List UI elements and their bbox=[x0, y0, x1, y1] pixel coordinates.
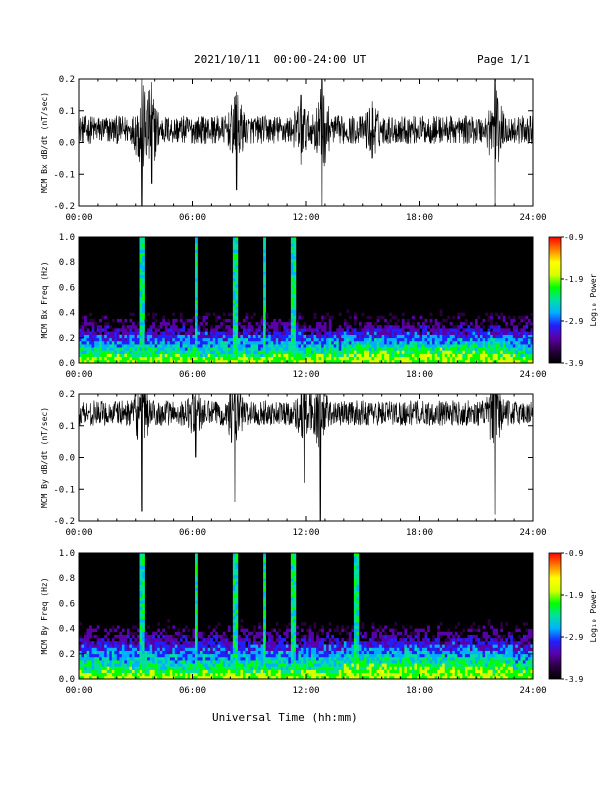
date-range-title: 2021/10/11 00:00-24:00 UT bbox=[194, 53, 367, 66]
colorbar-tick-label: -0.9 bbox=[564, 233, 583, 242]
x-tick-label: 24:00 bbox=[519, 686, 546, 696]
x-tick-label: 24:00 bbox=[519, 370, 546, 380]
colorbar bbox=[548, 552, 562, 680]
x-tick-label: 06:00 bbox=[179, 528, 206, 538]
y-tick-label: 0.8 bbox=[59, 574, 75, 584]
y-tick-label: 0.4 bbox=[59, 309, 75, 319]
y-tick-label: 0.0 bbox=[59, 139, 75, 149]
y-tick-label: 0.2 bbox=[59, 334, 75, 344]
y-axis-label: MCM Bx dB/dt (nT/sec) bbox=[40, 92, 49, 193]
colorbar-tick-label: -3.9 bbox=[564, 359, 583, 368]
panel-bx-spectrogram: -0.9 -1.9 -2.9 -3.9 Log₁₀ Power 00:00 06:00 12:… bbox=[40, 233, 598, 380]
colorbar-tick-label: -1.9 bbox=[564, 275, 583, 284]
y-tick-label: -0.1 bbox=[53, 170, 75, 180]
x-tick-label: 24:00 bbox=[519, 213, 546, 223]
colorbar-tick-label: -2.9 bbox=[564, 317, 583, 326]
y-tick-label: 0.0 bbox=[59, 359, 75, 369]
colorbar-tick-label: -2.9 bbox=[564, 633, 583, 642]
x-tick-label: 06:00 bbox=[179, 213, 206, 223]
colorbar-label: Log₁₀ Power bbox=[589, 273, 598, 326]
x-tick-label: 00:00 bbox=[65, 686, 92, 696]
colorbar-tick-label: -3.9 bbox=[564, 675, 583, 684]
x-tick-label: 12:00 bbox=[292, 528, 319, 538]
dbdt-trace bbox=[78, 393, 534, 522]
y-tick-label: -0.1 bbox=[53, 485, 75, 495]
x-axis-title: Universal Time (hh:mm) bbox=[212, 711, 358, 724]
y-tick-label: 0.2 bbox=[59, 75, 75, 85]
x-tick-label: 18:00 bbox=[406, 528, 433, 538]
y-tick-label: -0.2 bbox=[53, 517, 75, 527]
x-tick-label: 18:00 bbox=[406, 213, 433, 223]
panel-bx-dbdt: 00:00 06:00 12:00 18:00 24:00 0.2 0.1 0.0 -0.1 -0… bbox=[40, 75, 547, 223]
y-tick-label: 0.0 bbox=[59, 675, 75, 685]
colorbar-tick-label: -1.9 bbox=[564, 591, 583, 600]
x-tick-label: 06:00 bbox=[179, 686, 206, 696]
x-tick-label: 12:00 bbox=[292, 370, 319, 380]
y-tick-label: 0.6 bbox=[59, 283, 75, 293]
x-tick-label: 18:00 bbox=[406, 370, 433, 380]
panel-by-dbdt: 00:00 06:00 12:00 18:00 24:00 0.2 0.1 0.0 -0.1 -0… bbox=[40, 390, 547, 538]
x-tick-label: 06:00 bbox=[179, 370, 206, 380]
x-tick-label: 00:00 bbox=[65, 528, 92, 538]
x-tick-label: 00:00 bbox=[65, 213, 92, 223]
colorbar bbox=[548, 236, 562, 364]
y-axis-label: MCM By dB/dt (nT/sec) bbox=[40, 407, 49, 508]
y-tick-label: 1.0 bbox=[59, 233, 75, 243]
dbdt-trace bbox=[78, 78, 534, 207]
x-tick-label: 12:00 bbox=[292, 213, 319, 223]
y-tick-label: 0.2 bbox=[59, 650, 75, 660]
y-axis-label: MCM Bx Freq (Hz) bbox=[40, 261, 49, 338]
colorbar-label: Log₁₀ Power bbox=[589, 589, 598, 642]
y-tick-label: 1.0 bbox=[59, 549, 75, 559]
panel-by-spectrogram: -0.9 -1.9 -2.9 -3.9 Log₁₀ Power 00:00 06:00 12:… bbox=[40, 549, 598, 696]
y-tick-label: -0.2 bbox=[53, 202, 75, 212]
x-tick-label: 00:00 bbox=[65, 370, 92, 380]
y-tick-label: 0.0 bbox=[59, 454, 75, 464]
y-tick-label: 0.1 bbox=[59, 422, 75, 432]
y-tick-label: 0.4 bbox=[59, 625, 75, 635]
colorbar-tick-label: -0.9 bbox=[564, 549, 583, 558]
page-indicator: Page 1/1 bbox=[477, 53, 530, 66]
spectrogram-cells bbox=[79, 237, 534, 364]
y-tick-label: 0.8 bbox=[59, 258, 75, 268]
y-tick-label: 0.6 bbox=[59, 599, 75, 609]
x-tick-label: 18:00 bbox=[406, 686, 433, 696]
y-tick-label: 0.1 bbox=[59, 107, 75, 117]
x-tick-label: 12:00 bbox=[292, 686, 319, 696]
y-tick-label: 0.2 bbox=[59, 390, 75, 400]
x-tick-label: 24:00 bbox=[519, 528, 546, 538]
spectrogram-cells bbox=[79, 553, 534, 680]
y-axis-label: MCM By Freq (Hz) bbox=[40, 577, 49, 654]
